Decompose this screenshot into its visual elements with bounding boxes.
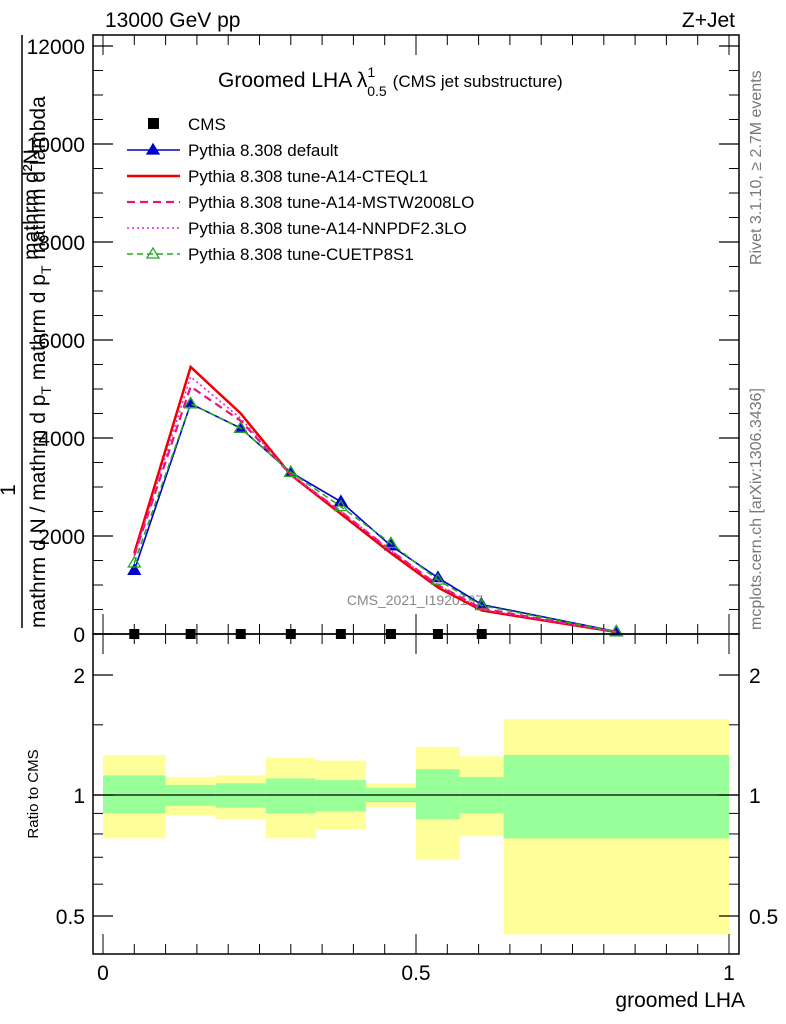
- analysis-watermark: CMS_2021_I1920187: [347, 592, 483, 608]
- series-marker: [127, 563, 142, 575]
- ylabel-denom-b: mathrm d p: [27, 274, 50, 386]
- main-ytick-labels: 0 2000 4000 6000 8000 10000 12000: [27, 36, 85, 647]
- legend-label: Pythia 8.308 tune-A14-MSTW2008LO: [188, 193, 474, 212]
- main-ytick-label: 8000: [38, 232, 85, 255]
- ylabel-denom-t2: T: [38, 265, 54, 274]
- ratio-bands: [103, 719, 729, 935]
- main-ylabel: 1 mathrm d²N mathrm d N / mathrm d pT ma…: [0, 35, 54, 628]
- main-ytick-label: 2000: [38, 526, 85, 549]
- ratio-band-inner: [103, 775, 166, 814]
- series-marker: [609, 624, 624, 637]
- ylabel-denom-t1: T: [38, 386, 54, 395]
- legend-entry: Pythia 8.308 tune-CUETP8S1: [127, 245, 414, 264]
- process-label: Z+Jet: [682, 9, 735, 32]
- ratio-ytick-label: 2: [73, 665, 85, 688]
- series-3: [133, 384, 617, 634]
- main-ytick-label: 12000: [27, 36, 85, 59]
- legend-label: Pythia 8.308 default: [188, 141, 339, 160]
- ratio-ytick-label-right: 0.5: [749, 906, 778, 929]
- main-ytick-label: 10000: [27, 134, 85, 157]
- ratio-xtick-label: 1: [723, 962, 735, 985]
- ratio-ylabel: Ratio to CMS: [25, 749, 42, 838]
- ratio-xtick-labels: 0 0.5 1: [97, 962, 735, 985]
- ratio-axis-ticks: [93, 634, 739, 954]
- ratio-ytick-label-right: 1: [749, 785, 761, 808]
- ratio-xlabel: groomed LHA: [615, 989, 745, 1012]
- legend-entry: Pythia 8.308 default: [127, 141, 339, 160]
- plot-title-note: (CMS jet substructure): [393, 72, 563, 91]
- plot-title-sup: 1: [367, 64, 375, 80]
- legend-entry: Pythia 8.308 tune-A14-CTEQL1: [127, 167, 428, 186]
- legend-entry: CMS: [148, 115, 226, 134]
- plot-title-main: Groomed LHA λ: [218, 69, 368, 92]
- legend-marker-square: [148, 118, 159, 129]
- ratio-xtick-label: 0: [97, 962, 109, 985]
- plot-title-sub: 0.5: [367, 83, 387, 99]
- series-line: [133, 364, 617, 634]
- legend-label: Pythia 8.308 tune-CUETP8S1: [188, 245, 414, 264]
- series-marker: [233, 420, 248, 433]
- series-line: [133, 375, 617, 633]
- series-4: [133, 375, 617, 633]
- series-marker: [127, 555, 142, 568]
- legend-marker-triangle: [145, 142, 161, 155]
- series-5: [127, 396, 624, 637]
- ylabel-denom-a: mathrm d N / mathrm d p: [27, 395, 50, 628]
- ratio-ytick-label-right: 2: [749, 665, 761, 688]
- ylabel-d2n: mathrm d²N: [20, 149, 43, 260]
- legend-label: CMS: [188, 115, 226, 134]
- ylabel-denominator: mathrm d N / mathrm d pT mathrm d pT mat…: [27, 96, 54, 628]
- series-marker: [333, 499, 349, 512]
- series-layer: [127, 364, 624, 639]
- series-line: [133, 384, 617, 634]
- series-line: [133, 402, 617, 633]
- ratio-band-inner: [503, 754, 729, 839]
- energy-label: 13000 GeV pp: [105, 9, 240, 32]
- ratio-band-inner: [265, 778, 316, 814]
- series-marker: [283, 465, 298, 477]
- ratio-xtick-label: 0.5: [401, 962, 430, 985]
- mcplots-label: mcplots.cern.ch [arXiv:1306.3436]: [748, 388, 765, 630]
- series-marker: [383, 536, 399, 548]
- rivet-version-label: Rivet 3.1.10, ≥ 2.7M events: [748, 70, 765, 265]
- series-marker: [430, 572, 446, 585]
- ylabel-one: 1: [0, 484, 20, 496]
- legend-entry: Pythia 8.308 tune-A14-MSTW2008LO: [127, 193, 474, 212]
- series-2: [133, 364, 617, 634]
- plot-title: Groomed LHA λ1 0.5 (CMS jet substructure): [218, 64, 563, 99]
- main-ytick-label: 0: [73, 624, 85, 647]
- series-marker: [474, 598, 489, 611]
- series-marker: [233, 420, 248, 433]
- main-ytick-label: 4000: [38, 428, 85, 451]
- ratio-band-inner: [315, 780, 366, 812]
- legend-entry: Pythia 8.308 tune-A14-NNPDF2.3LO: [127, 219, 467, 238]
- series-marker: [183, 396, 198, 409]
- legend-marker-triangle: [145, 246, 161, 259]
- ratio-band-inner: [416, 769, 460, 820]
- legend-label: Pythia 8.308 tune-A14-NNPDF2.3LO: [188, 219, 467, 238]
- ratio-ytick-labels: 0.5 0.5 1 1 2 2: [56, 665, 778, 929]
- ratio-ytick-label: 0.5: [56, 906, 85, 929]
- ylabel-denom-c: mathrm d lambda: [27, 96, 50, 266]
- legend-label: Pythia 8.308 tune-A14-CTEQL1: [188, 167, 428, 186]
- main-ytick-label: 6000: [38, 330, 85, 353]
- ratio-ytick-label: 1: [73, 785, 85, 808]
- legend: CMS Pythia 8.308 default Pythia 8.308 tune…: [127, 115, 474, 264]
